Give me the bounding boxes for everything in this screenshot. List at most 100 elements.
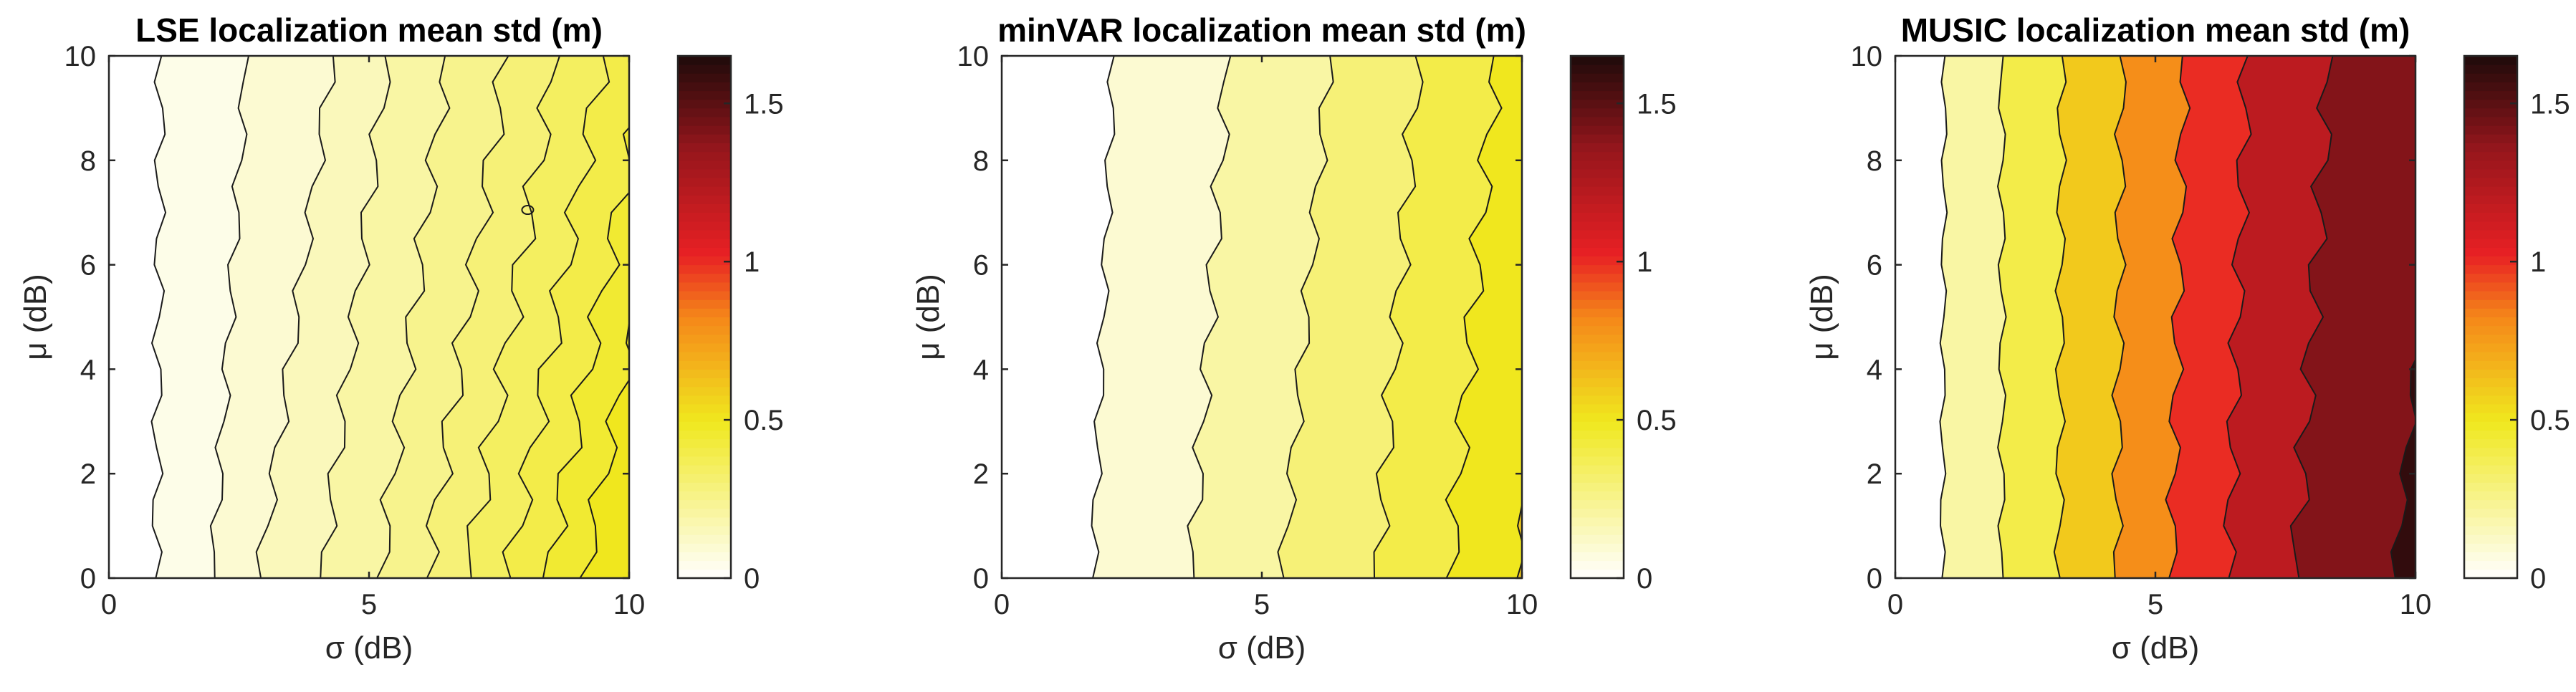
colorbar-tick-label: 0.5 <box>2530 405 2570 436</box>
colorbar-segment <box>678 55 731 65</box>
y-tick-label: 8 <box>973 145 989 177</box>
colorbar-segment <box>1571 151 1624 161</box>
colorbar-segment <box>2464 525 2517 535</box>
colorbar-segment <box>2464 290 2517 300</box>
colorbar-segment <box>2464 143 2517 153</box>
colorbar-segment <box>678 317 731 327</box>
colorbar-segment <box>678 386 731 396</box>
colorbar-segment <box>678 534 731 544</box>
colorbar-tick-label: 1 <box>744 246 760 278</box>
colorbar-segment <box>1571 143 1624 153</box>
colorbar-segment <box>678 212 731 222</box>
colorbar-segment <box>2464 499 2517 509</box>
colorbar-segment <box>1571 221 1624 231</box>
x-tick-label: 0 <box>994 589 1010 620</box>
contour-line <box>1939 56 1948 578</box>
colorbar-segment <box>678 560 731 570</box>
colorbar-segment <box>1571 481 1624 491</box>
colorbar-segment <box>678 351 731 361</box>
colorbar-segment <box>2464 177 2517 187</box>
colorbar-segment <box>678 299 731 309</box>
colorbar-segment <box>2464 412 2517 422</box>
colorbar: 0 0.5 1 1.5 <box>676 54 784 595</box>
colorbar-segment <box>1571 168 1624 178</box>
colorbar-segment <box>678 72 731 82</box>
y-tick-label: 10 <box>957 41 990 72</box>
colorbar-segment <box>678 177 731 187</box>
colorbar-segment <box>2464 255 2517 266</box>
colorbar-segment <box>678 246 731 256</box>
colorbar-segment <box>678 307 731 317</box>
contour-line <box>502 56 611 578</box>
colorbar-segment <box>678 473 731 483</box>
y-tick-label: 0 <box>80 563 96 595</box>
colorbar-segment <box>2464 342 2517 352</box>
colorbar-segment <box>1571 491 1624 501</box>
colorbar-segment <box>678 395 731 405</box>
colorbar-segment <box>2464 64 2517 74</box>
colorbar-segment <box>1571 264 1624 274</box>
colorbar-segment <box>1571 456 1624 466</box>
colorbar-segment <box>678 255 731 266</box>
colorbar-segment <box>678 325 731 335</box>
colorbar-segment <box>1571 560 1624 570</box>
colorbar-segment <box>2464 116 2517 126</box>
colorbar-segment <box>1571 186 1624 196</box>
colorbar-segment <box>678 464 731 474</box>
contour-line <box>2289 56 2334 578</box>
colorbar-segment <box>1571 246 1624 256</box>
colorbar-segment <box>678 499 731 509</box>
colorbar-segment <box>2464 491 2517 501</box>
colorbar-segment <box>678 64 731 74</box>
colorbar-segment <box>2464 378 2517 388</box>
contour-band-1 <box>1939 56 2007 578</box>
y-tick-label: 2 <box>1867 458 1882 490</box>
contour-loop <box>521 205 535 216</box>
colorbar-segment <box>2464 351 2517 361</box>
colorbar-segment <box>1571 334 1624 344</box>
colorbar-segment <box>1571 342 1624 352</box>
colorbar-segment <box>678 125 731 135</box>
colorbar-segment <box>2464 403 2517 413</box>
colorbar-box <box>676 54 732 580</box>
colorbar-segment <box>2464 273 2517 283</box>
colorbar-segment <box>678 282 731 292</box>
colorbar-segment <box>2464 160 2517 170</box>
colorbar-tick-label: 1.5 <box>2530 88 2570 120</box>
colorbar-tick-label: 0 <box>2530 563 2546 595</box>
colorbar-segment <box>678 516 731 527</box>
x-axis-label: σ (dB) <box>2112 630 2200 665</box>
colorbar-segment <box>2464 534 2517 544</box>
contour-line <box>579 318 629 578</box>
y-tick-label: 10 <box>1851 41 1883 72</box>
colorbar-segment <box>678 229 731 239</box>
y-tick-label: 6 <box>80 250 96 282</box>
contour-line <box>466 56 560 578</box>
colorbar-segment <box>678 412 731 422</box>
contour-line <box>2053 56 2067 578</box>
colorbar-segment <box>1571 542 1624 553</box>
colorbar-segment <box>2464 194 2517 205</box>
colorbar-segment <box>2464 552 2517 562</box>
x-tick-label: 10 <box>613 589 646 620</box>
colorbar-segment <box>2464 464 2517 474</box>
plot-area <box>109 56 629 578</box>
contour-line <box>1091 56 1116 578</box>
colorbar-segment <box>678 368 731 379</box>
colorbar-segment <box>678 378 731 388</box>
colorbar-segment <box>2464 81 2517 92</box>
colorbar-segment <box>678 342 731 352</box>
colorbar-segment <box>678 99 731 109</box>
colorbar-segment <box>678 508 731 518</box>
colorbar: 0 0.5 1 1.5 <box>1569 54 1677 595</box>
colorbar-segment <box>678 116 731 126</box>
colorbar-segment <box>678 290 731 300</box>
colorbar-segment <box>2464 307 2517 317</box>
colorbar-segment <box>1571 133 1624 143</box>
plot-area <box>1002 56 1522 578</box>
y-tick-label: 0 <box>1867 563 1882 595</box>
colorbar-segment <box>1571 552 1624 562</box>
colorbar-segment <box>1571 160 1624 170</box>
